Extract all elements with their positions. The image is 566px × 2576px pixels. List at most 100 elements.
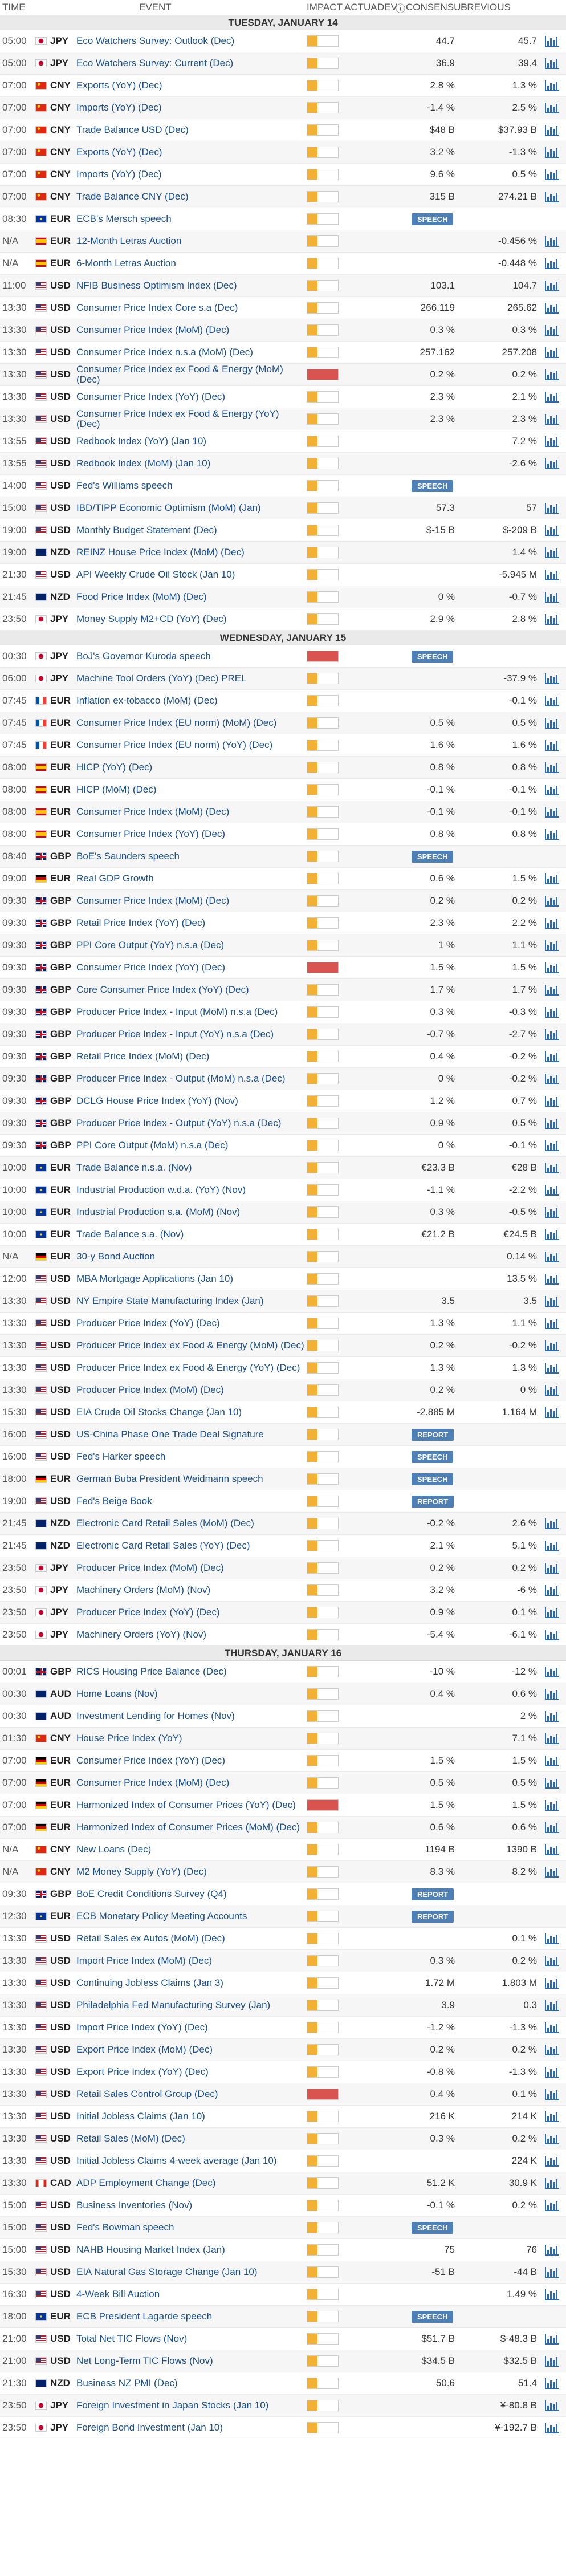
chart-icon[interactable]: [541, 1972, 562, 1994]
event-name-link[interactable]: EIA Crude Oil Stocks Change (Jan 10): [76, 1407, 242, 1417]
speech-badge[interactable]: SPEECH: [412, 2311, 454, 2323]
event-name-link[interactable]: ECB President Lagarde speech: [76, 2311, 213, 2322]
chart-icon[interactable]: [541, 1839, 562, 1860]
event-name-link[interactable]: Redbook Index (MoM) (Jan 10): [76, 458, 211, 469]
chart-icon[interactable]: [541, 1928, 562, 1949]
chart-icon[interactable]: [541, 342, 562, 363]
chart-icon[interactable]: [541, 801, 562, 823]
chart-icon[interactable]: [541, 52, 562, 74]
table-row[interactable]: 13:30 USD Retail Sales Control Group (Dec)…: [0, 2083, 566, 2106]
report-badge[interactable]: REPORT: [412, 1888, 454, 1900]
chart-icon[interactable]: [541, 1179, 562, 1201]
event-name-link[interactable]: API Weekly Crude Oil Stock (Jan 10): [76, 569, 235, 580]
table-row[interactable]: 05:00 JPY Eco Watchers Survey: Outlook (De…: [0, 30, 566, 52]
event-name-link[interactable]: PPI Core Output (MoM) n.s.a (Dec): [76, 1140, 229, 1151]
event-name-link[interactable]: Consumer Price Index ex Food & Energy (Y…: [76, 408, 279, 429]
event-name-link[interactable]: Redbook Index (YoY) (Jan 10): [76, 436, 207, 446]
event-name-link[interactable]: Machinery Orders (MoM) (Nov): [76, 1584, 211, 1595]
table-row[interactable]: 15:30 USD EIA Natural Gas Storage Change (…: [0, 2261, 566, 2284]
event-name-link[interactable]: Business NZ PMI (Dec): [76, 2378, 178, 2388]
event-name-link[interactable]: Retail Price Index (MoM) (Dec): [76, 1051, 210, 1062]
table-row[interactable]: 08:00 EUR HICP (YoY) (Dec) 0.8 % 0.8 %: [0, 757, 566, 779]
table-row[interactable]: 12:00 USD MBA Mortgage Applications (Jan 1…: [0, 1268, 566, 1290]
chart-icon[interactable]: [541, 2350, 562, 2372]
event-name-link[interactable]: Producer Price Index - Input (MoM) n.s.a…: [76, 1006, 278, 1017]
event-name-link[interactable]: Industrial Production s.a. (MoM) (Nov): [76, 1206, 241, 1217]
chart-icon[interactable]: [541, 779, 562, 801]
event-name-link[interactable]: Consumer Price Index (YoY) (Dec): [76, 391, 226, 402]
speech-badge[interactable]: SPEECH: [412, 1451, 454, 1463]
table-row[interactable]: 13:30 CAD ADP Employment Change (Dec) 51.2 …: [0, 2172, 566, 2195]
chart-icon[interactable]: [541, 1728, 562, 1749]
table-row[interactable]: 09:30 GBP Retail Price Index (MoM) (Dec) 0.…: [0, 1046, 566, 1068]
chart-icon[interactable]: [541, 1950, 562, 1972]
chart-icon[interactable]: [541, 141, 562, 163]
speech-badge[interactable]: SPEECH: [412, 651, 454, 663]
chart-icon[interactable]: [541, 1683, 562, 1705]
table-row[interactable]: 08:00 EUR HICP (MoM) (Dec) -0.1 % -0.1 %: [0, 779, 566, 801]
table-row[interactable]: 13:30 USD Retail Sales (MoM) (Dec) 0.3 % 0.2…: [0, 2128, 566, 2150]
event-name-link[interactable]: Food Price Index (MoM) (Dec): [76, 591, 207, 602]
table-row[interactable]: 10:00 EUR Trade Balance s.a. (Nov) €21.2 B €…: [0, 1224, 566, 1246]
event-name-link[interactable]: Producer Price Index (MoM) (Dec): [76, 1562, 224, 1573]
table-row[interactable]: 14:00 USD Fed's Williams speech SPEECH: [0, 475, 566, 497]
event-name-link[interactable]: Producer Price Index - Output (MoM) n.s.…: [76, 1073, 286, 1084]
chart-icon[interactable]: [541, 2128, 562, 2150]
event-name-link[interactable]: Electronic Card Retail Sales (YoY) (Dec): [76, 1540, 250, 1551]
table-row[interactable]: 10:00 EUR Industrial Production s.a. (MoM)…: [0, 1201, 566, 1224]
event-name-link[interactable]: 6-Month Letras Auction: [76, 258, 176, 269]
event-name-link[interactable]: Imports (YoY) (Dec): [76, 169, 162, 180]
speech-badge[interactable]: SPEECH: [412, 213, 454, 225]
chart-icon[interactable]: [541, 2083, 562, 2105]
event-name-link[interactable]: Producer Price Index (MoM) (Dec): [76, 1384, 224, 1395]
event-name-link[interactable]: Consumer Price Index (YoY) (Dec): [76, 828, 226, 839]
chart-icon[interactable]: [541, 164, 562, 185]
chart-icon[interactable]: [541, 2239, 562, 2261]
report-badge[interactable]: REPORT: [412, 1496, 454, 1508]
chart-icon[interactable]: [541, 586, 562, 608]
table-row[interactable]: N/A EUR 12-Month Letras Auction -0.456 %: [0, 230, 566, 253]
chart-icon[interactable]: [541, 2195, 562, 2216]
chart-icon[interactable]: [541, 1335, 562, 1356]
event-name-link[interactable]: Continuing Jobless Claims (Jan 3): [76, 1977, 223, 1988]
event-name-link[interactable]: Imports (YoY) (Dec): [76, 102, 162, 113]
chart-icon[interactable]: [541, 2172, 562, 2194]
chart-icon[interactable]: [541, 1579, 562, 1601]
chart-icon[interactable]: [541, 1290, 562, 1312]
table-row[interactable]: 09:30 GBP Retail Price Index (YoY) (Dec) 2.…: [0, 912, 566, 934]
event-name-link[interactable]: Producer Price Index - Input (YoY) n.s.a…: [76, 1029, 274, 1039]
chart-icon[interactable]: [541, 2106, 562, 2127]
event-name-link[interactable]: PPI Core Output (YoY) n.s.a (Dec): [76, 940, 225, 950]
event-name-link[interactable]: Trade Balance USD (Dec): [76, 124, 189, 135]
chart-icon[interactable]: [541, 253, 562, 274]
event-name-link[interactable]: Eco Watchers Survey: Current (Dec): [76, 58, 234, 68]
chart-icon[interactable]: [541, 2372, 562, 2394]
table-row[interactable]: 00:01 GBP RICS Housing Price Balance (Dec)…: [0, 1661, 566, 1683]
event-name-link[interactable]: Harmonized Index of Consumer Prices (YoY…: [76, 1799, 296, 1810]
event-name-link[interactable]: BoE Credit Conditions Survey (Q4): [76, 1888, 227, 1899]
chart-icon[interactable]: [541, 2417, 562, 2439]
event-name-link[interactable]: Trade Balance s.a. (Nov): [76, 1229, 184, 1240]
speech-badge[interactable]: SPEECH: [412, 1473, 454, 1485]
table-row[interactable]: 21:00 USD Total Net TIC Flows (Nov) $51.7 B…: [0, 2328, 566, 2350]
event-name-link[interactable]: Consumer Price Index n.s.a (MoM) (Dec): [76, 347, 253, 357]
table-row[interactable]: 13:30 USD Philadelphia Fed Manufacturing S…: [0, 1994, 566, 2017]
chart-icon[interactable]: [541, 408, 562, 430]
chart-icon[interactable]: [541, 75, 562, 96]
table-row[interactable]: 07:00 CNY Exports (YoY) (Dec) 2.8 % 1.3 %: [0, 75, 566, 97]
table-row[interactable]: 16:00 USD Fed's Harker speech SPEECH: [0, 1446, 566, 1468]
chart-icon[interactable]: [541, 2039, 562, 2061]
event-name-link[interactable]: Retail Sales Control Group (Dec): [76, 2089, 218, 2099]
chart-icon[interactable]: [541, 1357, 562, 1379]
event-name-link[interactable]: Consumer Price Index (YoY) (Dec): [76, 1755, 226, 1766]
chart-icon[interactable]: [541, 1001, 562, 1023]
table-row[interactable]: 21:45 NZD Food Price Index (MoM) (Dec) 0 % -…: [0, 586, 566, 608]
event-name-link[interactable]: Import Price Index (MoM) (Dec): [76, 1955, 213, 1966]
event-name-link[interactable]: Import Price Index (YoY) (Dec): [76, 2022, 208, 2033]
chart-icon[interactable]: [541, 668, 562, 689]
table-row[interactable]: 00:30 JPY BoJ's Governor Kuroda speech SPEE…: [0, 645, 566, 668]
table-row[interactable]: 09:30 GBP Consumer Price Index (MoM) (Dec)…: [0, 890, 566, 912]
event-name-link[interactable]: House Price Index (YoY): [76, 1733, 182, 1744]
chart-icon[interactable]: [541, 97, 562, 119]
chart-icon[interactable]: [541, 2017, 562, 2038]
